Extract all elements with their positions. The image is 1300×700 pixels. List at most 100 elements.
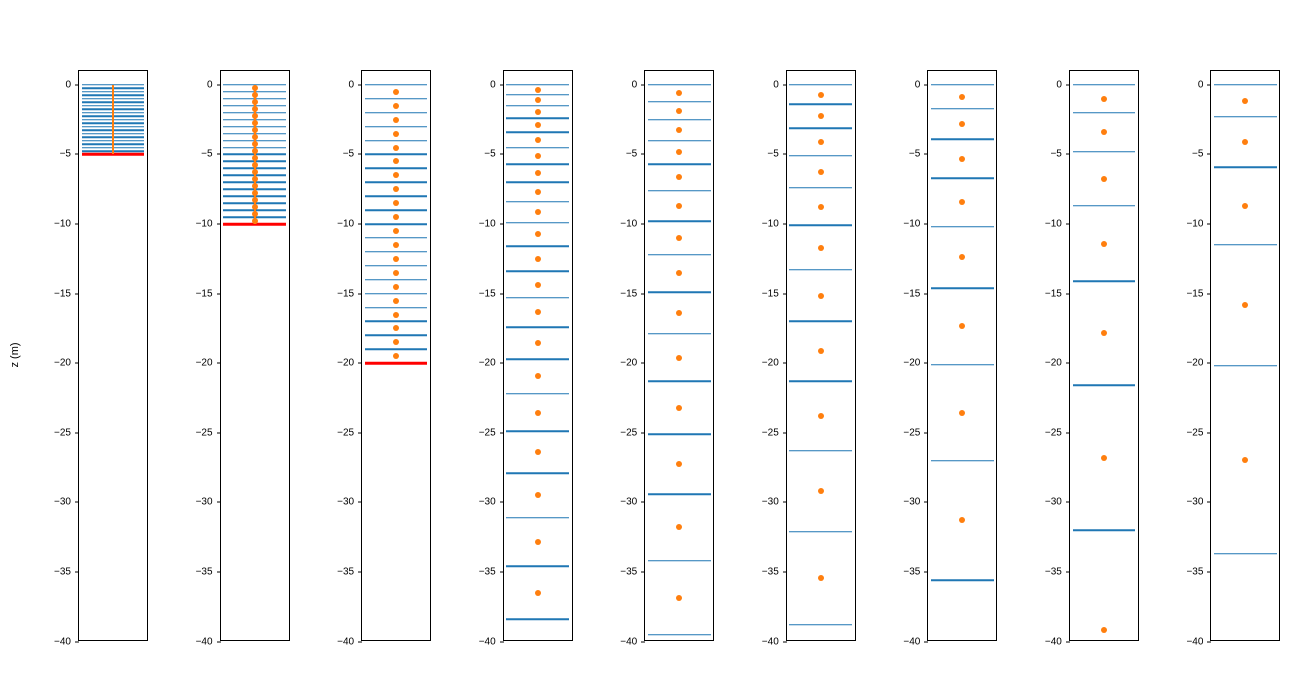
ytick-label: −25 — [1045, 427, 1062, 438]
ytick-mark — [924, 363, 928, 364]
center-dot — [959, 323, 965, 329]
layer-line — [648, 84, 711, 86]
ytick-mark — [924, 84, 928, 85]
ytick-label: −40 — [762, 636, 779, 647]
center-dot — [535, 590, 541, 596]
layer-line — [789, 269, 852, 271]
center-dot — [252, 148, 258, 154]
layer-line — [648, 221, 711, 223]
ytick-label: −25 — [620, 427, 637, 438]
layer-line — [648, 254, 711, 256]
center-dot — [1242, 302, 1248, 308]
center-dot — [393, 145, 399, 151]
ytick-mark — [783, 154, 787, 155]
center-dot — [676, 355, 682, 361]
layer-line — [506, 618, 569, 620]
ytick-mark — [75, 571, 79, 572]
subplot-2: 0−5−10−15−20−25−30−35−40 — [361, 70, 431, 641]
center-dot — [535, 282, 541, 288]
ytick-label: −20 — [54, 358, 71, 369]
center-dot — [535, 97, 541, 103]
ytick-label: −40 — [903, 636, 920, 647]
ytick-mark — [217, 154, 221, 155]
center-dot — [535, 449, 541, 455]
center-dot — [393, 158, 399, 164]
ytick-mark — [1066, 224, 1070, 225]
bottom-line — [365, 362, 428, 365]
ytick-mark — [783, 363, 787, 364]
center-dot — [393, 353, 399, 359]
ytick-mark — [500, 363, 504, 364]
ytick-label: −30 — [479, 497, 496, 508]
layer-line — [506, 105, 569, 107]
layer-line — [648, 333, 711, 335]
ytick-mark — [358, 84, 362, 85]
center-dot — [535, 539, 541, 545]
layer-line — [365, 237, 428, 239]
layer-line — [365, 335, 428, 337]
center-dot — [959, 410, 965, 416]
center-dot — [393, 339, 399, 345]
ytick-mark — [1066, 363, 1070, 364]
ytick-label: −10 — [762, 219, 779, 230]
center-dot — [252, 183, 258, 189]
center-dot — [1101, 330, 1107, 336]
center-dot — [252, 141, 258, 147]
ytick-mark — [1066, 641, 1070, 642]
layer-line — [506, 517, 569, 519]
center-dot — [393, 298, 399, 304]
ytick-mark — [1207, 84, 1211, 85]
ytick-mark — [1207, 154, 1211, 155]
ytick-label: −35 — [54, 566, 71, 577]
ytick-label: −10 — [1186, 219, 1203, 230]
ytick-mark — [217, 502, 221, 503]
center-dot — [535, 209, 541, 215]
layer-line — [506, 358, 569, 360]
ytick-label: −20 — [903, 358, 920, 369]
center-dot — [676, 235, 682, 241]
center-dot — [393, 89, 399, 95]
center-dot — [535, 309, 541, 315]
ytick-mark — [500, 571, 504, 572]
ytick-label: −20 — [479, 358, 496, 369]
layer-line — [789, 381, 852, 383]
layer-line — [789, 155, 852, 157]
subplot-6: 0−5−10−15−20−25−30−35−40 — [927, 70, 997, 641]
center-dot — [535, 170, 541, 176]
ytick-label: −30 — [903, 497, 920, 508]
ytick-label: −25 — [762, 427, 779, 438]
ytick-mark — [75, 641, 79, 642]
layer-line — [931, 287, 994, 289]
center-dot — [252, 204, 258, 210]
center-dot — [535, 492, 541, 498]
ytick-label: −25 — [1186, 427, 1203, 438]
ytick-mark — [1207, 641, 1211, 642]
ytick-mark — [500, 224, 504, 225]
ytick-mark — [1066, 293, 1070, 294]
center-dot — [676, 405, 682, 411]
ytick-mark — [500, 432, 504, 433]
layer-line — [931, 226, 994, 228]
ytick-mark — [75, 224, 79, 225]
layer-line — [1214, 84, 1277, 86]
ytick-label: −5 — [767, 149, 778, 160]
center-dot — [818, 348, 824, 354]
center-dot — [535, 373, 541, 379]
layer-line — [506, 472, 569, 474]
ytick-mark — [783, 293, 787, 294]
layer-line — [506, 131, 569, 133]
center-dot — [393, 200, 399, 206]
subplot-4: 0−5−10−15−20−25−30−35−40 — [644, 70, 714, 641]
ytick-mark — [1066, 571, 1070, 572]
ytick-mark — [924, 502, 928, 503]
center-dot — [818, 139, 824, 145]
layer-line — [931, 138, 994, 140]
ytick-label: −25 — [337, 427, 354, 438]
center-dot — [252, 106, 258, 112]
layer-line — [931, 460, 994, 462]
ytick-mark — [217, 432, 221, 433]
ytick-mark — [217, 224, 221, 225]
ytick-mark — [217, 293, 221, 294]
ytick-label: −40 — [620, 636, 637, 647]
ytick-mark — [75, 154, 79, 155]
